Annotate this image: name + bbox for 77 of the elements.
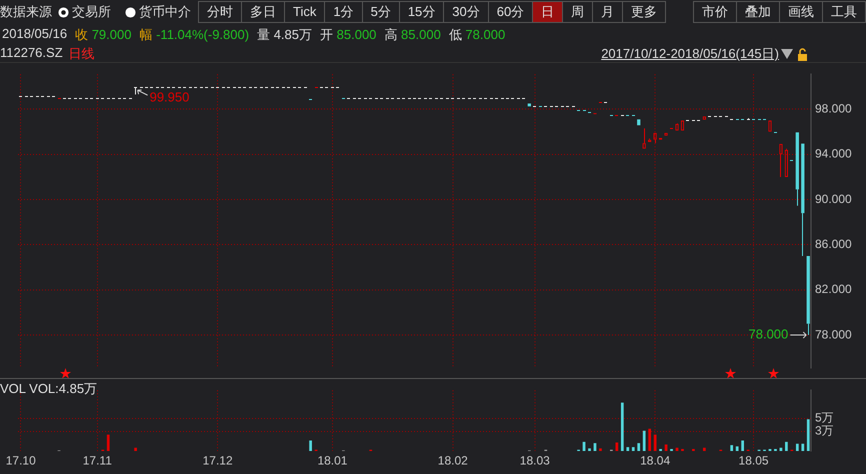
annotation: 78.000: [748, 326, 788, 342]
chart-title: VOL VOL:4.85万: [0, 380, 98, 398]
text: 低 78.000: [448, 27, 506, 42]
bar: [654, 434, 656, 451]
candlestick: [801, 144, 804, 257]
y-tick-label: 98.000: [815, 102, 852, 116]
text: 更多: [622, 1, 666, 23]
text: 60分: [488, 1, 534, 23]
annotation: 99.950: [150, 89, 190, 104]
bar: [309, 440, 312, 451]
x-tick-label: 17.10: [6, 454, 36, 468]
bar: [741, 440, 744, 451]
bar: [620, 402, 624, 451]
bar: [780, 448, 782, 451]
bar: [594, 443, 596, 451]
y-tick-label: 86.000: [815, 237, 852, 252]
x-tick-label: 18.05: [738, 454, 769, 468]
text: Tick: [284, 1, 326, 23]
text: 叠加: [736, 1, 780, 23]
text: 2017/10/12-2018/05/16(145日): [601, 45, 779, 63]
chart-subtitle: 日线: [68, 45, 95, 63]
bar: [648, 428, 652, 451]
text: 高 85.000: [384, 27, 441, 42]
bar: [615, 442, 618, 451]
x-tick-label: 17.12: [202, 454, 233, 468]
text: 市价: [693, 1, 737, 23]
text: 日: [532, 1, 564, 23]
bar: [676, 448, 678, 451]
candlestick: [528, 104, 531, 106]
x-tick-label: 18.01: [317, 454, 348, 468]
text: 15分: [398, 1, 444, 23]
candlestick: [637, 119, 640, 126]
chart-title: 112276.SZ: [0, 45, 63, 62]
text: 工具: [822, 1, 866, 23]
bar: [626, 447, 630, 451]
x-tick-label: 18.03: [520, 454, 550, 468]
y-tick-label: 78.000: [815, 327, 852, 342]
x-tick-label: 17.11: [82, 454, 112, 468]
y-tick-label: 94.000: [815, 146, 852, 161]
text: 收 79.000: [75, 27, 132, 42]
text: 1分: [324, 1, 363, 23]
y-tick-label: 5万: [815, 410, 834, 425]
y-tick-label: 90.000: [815, 192, 852, 206]
y-tick-label: 82.000: [815, 282, 852, 296]
candlestick: [806, 256, 810, 336]
bar: [599, 448, 602, 451]
text: 2018/05/16: [2, 26, 68, 43]
y-tick-label: 3万: [815, 424, 834, 438]
text: 多日: [241, 1, 285, 23]
x-tick-label: 18.04: [640, 454, 670, 468]
text: 数据来源: [0, 3, 52, 21]
bar: [588, 448, 591, 451]
bar: [637, 443, 640, 451]
bar: [702, 448, 706, 451]
bar: [642, 430, 646, 451]
bar: [736, 446, 739, 451]
text: 周: [562, 1, 594, 23]
text: 量 4.85万: [257, 27, 312, 42]
text: 开 85.000: [320, 27, 376, 42]
text: 幅 -11.04%(-9.800): [139, 27, 250, 42]
bar: [730, 445, 734, 451]
bar: [806, 419, 810, 451]
text: 交易所: [72, 3, 111, 21]
x-tick-label: 18.02: [438, 454, 468, 468]
bar: [632, 447, 635, 451]
text: 分时: [198, 1, 242, 23]
bar: [582, 442, 586, 451]
bar: [664, 444, 668, 451]
text: 30分: [443, 1, 489, 23]
text: 5分: [362, 1, 400, 23]
text: 画线: [779, 1, 823, 23]
bar: [134, 448, 137, 451]
text: 货币中介: [139, 3, 191, 21]
bar: [785, 442, 788, 451]
text: 月: [592, 1, 624, 23]
bar: [106, 434, 110, 451]
candlestick: [796, 132, 799, 206]
